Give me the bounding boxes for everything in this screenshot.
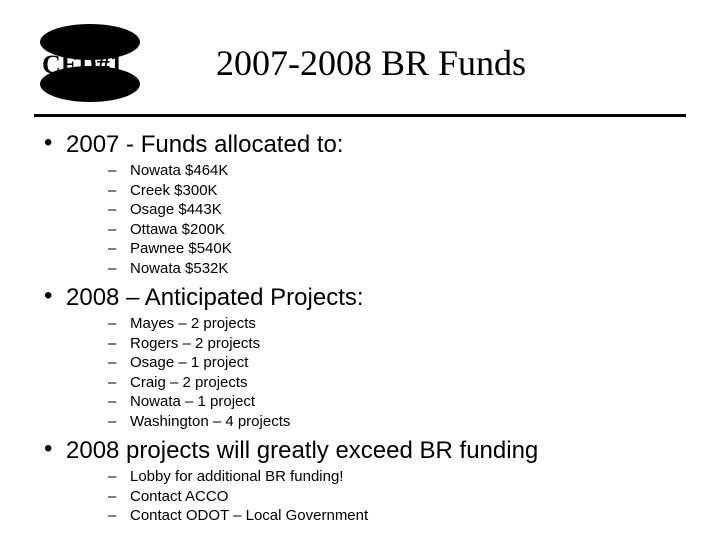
sub-item: Nowata – 1 project <box>66 392 686 412</box>
sub-item: Contact ACCO <box>66 487 686 507</box>
sub-item: Ottawa $200K <box>66 220 686 240</box>
header-row: CED#1 2007-2008 BR Funds <box>34 18 686 108</box>
bullet-text: 2008 projects will greatly exceed BR fun… <box>66 437 538 464</box>
bullet-item: 2007 - Funds allocated to: Nowata $464K … <box>44 131 686 278</box>
sub-item: Osage – 1 project <box>66 353 686 373</box>
slide: CED#1 2007-2008 BR Funds 2007 - Funds al… <box>0 0 720 540</box>
sub-item: Pawnee $540K <box>66 239 686 259</box>
sub-list: Lobby for additional BR funding! Contact… <box>66 467 686 526</box>
sub-list: Mayes – 2 projects Rogers – 2 projects O… <box>66 314 686 431</box>
slide-title: 2007-2008 BR Funds <box>216 42 526 84</box>
sub-item: Nowata $532K <box>66 259 686 279</box>
sub-item: Contact ODOT – Local Government <box>66 506 686 526</box>
sub-list: Nowata $464K Creek $300K Osage $443K Ott… <box>66 161 686 278</box>
logo-text: CED#1 <box>42 50 123 80</box>
sub-item: Osage $443K <box>66 200 686 220</box>
sub-item: Creek $300K <box>66 181 686 201</box>
divider <box>34 114 686 117</box>
sub-item: Mayes – 2 projects <box>66 314 686 334</box>
bullet-item: 2008 – Anticipated Projects: Mayes – 2 p… <box>44 284 686 431</box>
sub-item: Washington – 4 projects <box>66 412 686 432</box>
bullet-text: 2007 - Funds allocated to: <box>66 131 344 158</box>
sub-item: Craig – 2 projects <box>66 373 686 393</box>
sub-item: Nowata $464K <box>66 161 686 181</box>
bullet-item: 2008 projects will greatly exceed BR fun… <box>44 437 686 526</box>
bullet-text: 2008 – Anticipated Projects: <box>66 284 364 311</box>
logo: CED#1 <box>34 24 146 102</box>
sub-item: Rogers – 2 projects <box>66 334 686 354</box>
sub-item: Lobby for additional BR funding! <box>66 467 686 487</box>
bullet-list: 2007 - Funds allocated to: Nowata $464K … <box>44 131 686 526</box>
content: 2007 - Funds allocated to: Nowata $464K … <box>34 131 686 526</box>
